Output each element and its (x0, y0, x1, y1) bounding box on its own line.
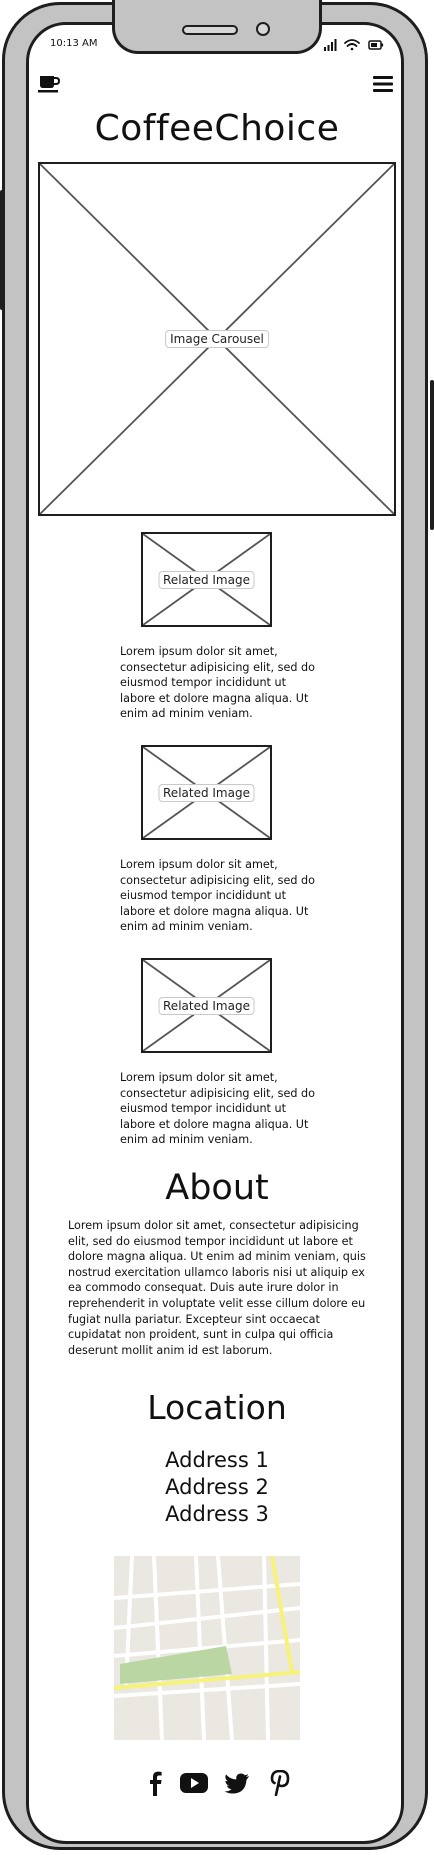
status-time: 10:13 AM (50, 38, 98, 49)
address-line: Address 2 (165, 1475, 269, 1499)
status-icons (324, 39, 384, 51)
hamburger-menu-icon[interactable] (372, 74, 394, 94)
address-line: Address 1 (165, 1448, 269, 1472)
related-image-label: Related Image (158, 570, 255, 589)
related-image[interactable]: Related Image (141, 958, 272, 1053)
speaker (182, 25, 238, 35)
related-text: Lorem ipsum dolor sit amet, consectetur … (120, 645, 315, 720)
location-map[interactable] (114, 1556, 300, 1740)
about-heading: About (165, 1168, 269, 1208)
related-text: Lorem ipsum dolor sit amet, consectetur … (120, 858, 315, 933)
app-title: CoffeeChoice (94, 108, 340, 149)
facebook-icon[interactable] (146, 1770, 166, 1796)
wifi-icon (344, 39, 360, 51)
address-line: Address 3 (165, 1502, 269, 1526)
youtube-icon[interactable] (180, 1772, 208, 1794)
related-image[interactable]: Related Image (141, 745, 272, 840)
battery-icon (368, 40, 384, 50)
related-image-label: Related Image (158, 996, 255, 1015)
location-heading: Location (147, 1388, 287, 1427)
related-image[interactable]: Related Image (141, 532, 272, 627)
image-carousel[interactable]: Image Carousel (38, 162, 396, 516)
coffee-cup-icon[interactable] (38, 74, 60, 94)
twitter-icon[interactable] (224, 1773, 250, 1795)
pinterest-icon[interactable] (270, 1770, 290, 1796)
camera (256, 22, 270, 36)
volume-button (0, 190, 4, 310)
signal-icon (324, 39, 337, 51)
related-image-label: Related Image (158, 783, 255, 802)
map-icon (114, 1556, 300, 1740)
power-button (430, 380, 434, 530)
related-text: Lorem ipsum dolor sit amet, consectetur … (120, 1071, 315, 1146)
carousel-label: Image Carousel (165, 330, 269, 348)
about-text: Lorem ipsum dolor sit amet, consectetur … (68, 1219, 366, 1357)
